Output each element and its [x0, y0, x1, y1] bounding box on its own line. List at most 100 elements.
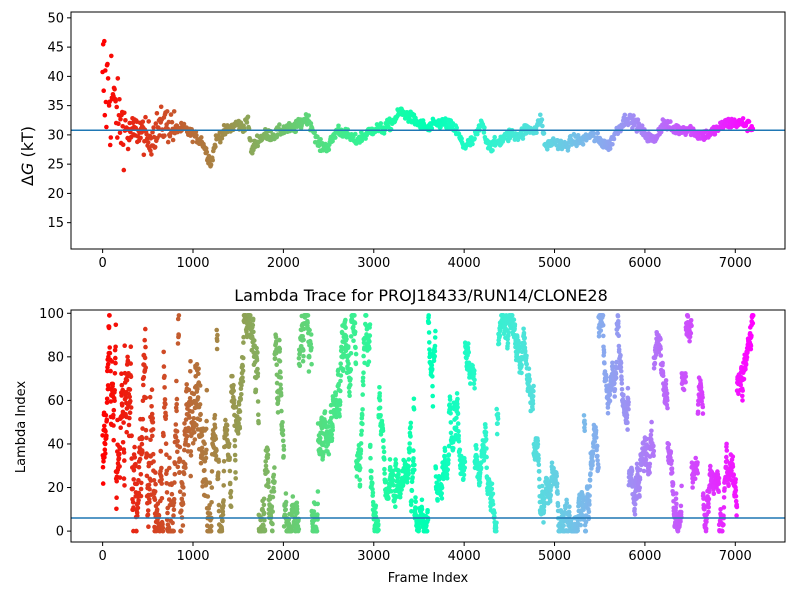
delta-g-point: [631, 113, 636, 118]
delta-g-point: [538, 112, 543, 118]
lambda-point: [330, 427, 336, 433]
lambda-point: [750, 321, 756, 326]
lambda-point: [376, 522, 381, 527]
lambda-point: [393, 457, 398, 462]
lambda-point: [703, 526, 709, 532]
lambda-point: [679, 483, 684, 489]
lambda-point: [495, 421, 500, 426]
delta-g-point: [203, 146, 209, 151]
lambda-point: [127, 387, 133, 392]
lambda-point: [382, 457, 387, 462]
lambda-point: [688, 318, 694, 323]
lambda-point: [406, 457, 412, 462]
lambda-point: [161, 433, 166, 438]
lambda-point: [568, 518, 574, 523]
delta-g-point: [545, 147, 550, 152]
lambda-point: [733, 477, 738, 482]
lambda-point: [367, 339, 372, 344]
lambda-point: [724, 448, 730, 453]
lambda-point: [144, 435, 149, 441]
delta-g-point: [244, 120, 250, 125]
lambda-point: [455, 401, 460, 407]
lambda-point: [430, 404, 436, 409]
lambda-point: [484, 454, 489, 460]
lambda-point: [721, 522, 726, 527]
lambda-point: [139, 480, 144, 486]
lambda-point: [224, 427, 230, 433]
lambda-point: [711, 491, 717, 497]
lambda-point: [203, 426, 209, 432]
lambda-point: [214, 327, 219, 333]
delta-g-point: [105, 76, 111, 81]
lambda-point: [172, 471, 178, 477]
lambda-point: [104, 417, 110, 423]
lambda-point: [159, 465, 164, 471]
lambda-point: [117, 446, 123, 452]
delta-g-point: [112, 87, 117, 92]
lambda-point: [220, 512, 226, 517]
lambda-point: [637, 485, 642, 491]
delta-g-point: [333, 135, 338, 140]
lambda-point: [541, 520, 546, 525]
lambda-point: [412, 467, 417, 473]
lambda-point: [278, 369, 283, 375]
lambda-point: [734, 504, 740, 510]
lambda-point: [596, 464, 601, 470]
lambda-point: [530, 394, 536, 399]
lambda-point: [182, 421, 187, 426]
x-tick-label: 7000: [719, 256, 752, 271]
lambda-point: [276, 398, 281, 403]
delta-g-y-axis-label: ΔG (kT): [18, 126, 37, 186]
delta-g-point: [108, 135, 114, 140]
lambda-point: [360, 375, 366, 381]
lambda-point: [144, 451, 149, 456]
delta-g-point: [204, 149, 210, 155]
lambda-point: [300, 358, 306, 364]
lambda-point: [493, 525, 499, 531]
delta-g-point: [165, 139, 171, 145]
lambda-point: [100, 433, 105, 438]
lambda-point: [690, 485, 695, 490]
lambda-point: [283, 499, 289, 505]
lambda-point: [255, 399, 261, 404]
delta-g-point: [712, 132, 718, 137]
lambda-point: [602, 360, 607, 366]
lambda-point: [278, 382, 283, 388]
lambda-point: [526, 372, 532, 378]
lambda-point: [187, 415, 192, 420]
lambda-point: [186, 443, 191, 448]
lambda-point: [526, 366, 532, 372]
delta-g-point: [607, 146, 613, 151]
delta-g-point: [102, 112, 108, 118]
lambda-point: [348, 367, 354, 373]
lambda-point: [477, 480, 483, 485]
lambda-point: [139, 441, 145, 447]
lambda-point: [102, 447, 108, 453]
lambda-point: [163, 413, 169, 418]
lambda-point: [419, 497, 425, 503]
lambda-point: [103, 451, 108, 456]
lambda-point: [612, 387, 618, 392]
lambda-point: [320, 451, 326, 457]
lambda-point: [448, 430, 454, 436]
lambda-point: [368, 442, 373, 448]
lambda-point: [176, 333, 181, 339]
lambda-point: [706, 504, 711, 510]
lambda-point: [360, 378, 366, 384]
delta-g-point: [106, 103, 112, 108]
lambda-point: [541, 508, 547, 513]
lambda-point: [613, 375, 619, 381]
lambda-point: [255, 412, 261, 418]
lambda-point: [519, 370, 524, 376]
delta-g-point: [575, 133, 581, 138]
lambda-point: [261, 496, 267, 502]
lambda-point: [177, 444, 183, 450]
lambda-y-axis-label: Lambda Index: [14, 381, 29, 474]
delta-g-point: [534, 130, 539, 135]
lambda-point: [297, 363, 303, 369]
lambda-point: [252, 338, 257, 343]
lambda-point: [107, 313, 112, 318]
lambda-point: [637, 477, 643, 482]
lambda-point: [407, 450, 412, 455]
